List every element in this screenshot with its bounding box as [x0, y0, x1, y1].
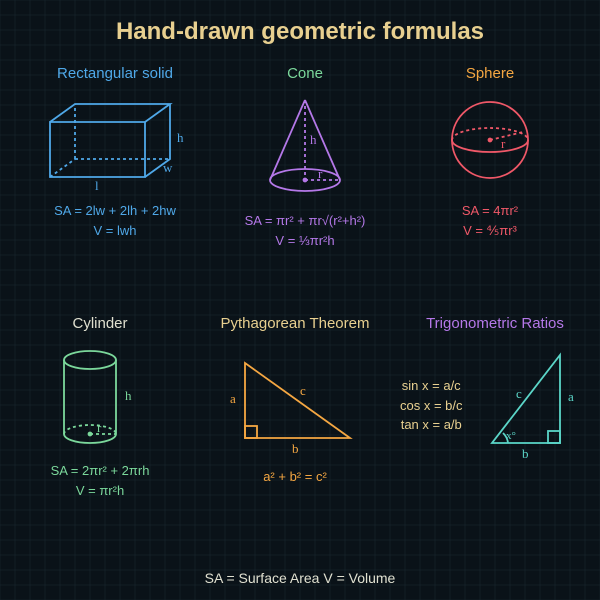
panel-cylinder: Cylinder hr SA = 2πr² + 2πrh V = πr²h — [20, 315, 180, 500]
main-title: Hand-drawn geometric formulas — [0, 18, 600, 46]
trig-formula-sin: sin x = a/c — [400, 376, 463, 396]
sphere-formula-v: V = ⅘πr³ — [405, 221, 575, 241]
svg-text:l: l — [95, 178, 99, 192]
panel-trig: Trigonometric Ratios sin x = a/c cos x =… — [400, 315, 590, 472]
svg-text:b: b — [292, 441, 299, 456]
cone-title: Cone — [225, 65, 385, 82]
trig-diagram: a b c x° — [480, 343, 580, 468]
trig-title: Trigonometric Ratios — [400, 315, 590, 333]
cylinder-diagram: hr — [45, 342, 155, 452]
svg-text:h: h — [177, 130, 184, 145]
cone-formula-sa: SA = πr² + πr√(r²+h²) — [225, 211, 385, 231]
panel-rect: Rectangular solid hw l SA = 2lw + 2lh + 2… — [20, 65, 210, 240]
cone-formula-v: V = ⅓πr²h — [225, 231, 385, 251]
svg-text:c: c — [300, 383, 306, 398]
panel-cone: Cone hr SA = πr² + πr√(r²+h²) V = ⅓πr²h — [225, 65, 385, 250]
legend: SA = Surface Area V = Volume — [0, 570, 600, 586]
svg-text:b: b — [522, 446, 529, 461]
cylinder-title: Cylinder — [20, 315, 180, 332]
svg-text:r: r — [501, 136, 506, 151]
pythag-title: Pythagorean Theorem — [200, 315, 390, 333]
sphere-title: Sphere — [405, 65, 575, 82]
svg-text:a: a — [568, 389, 574, 404]
rect-formula-sa: SA = 2lw + 2lh + 2hw — [20, 201, 210, 221]
rect-diagram: hw l — [35, 92, 195, 192]
svg-text:r: r — [97, 420, 102, 435]
svg-text:w: w — [163, 160, 173, 175]
pythag-formula: a² + b² = c² — [200, 467, 390, 487]
cylinder-formula-v: V = πr²h — [20, 481, 180, 501]
sphere-formula-sa: SA = 4πr² — [405, 201, 575, 221]
svg-text:x°: x° — [506, 430, 516, 442]
sphere-diagram: r — [435, 92, 545, 192]
svg-text:r: r — [318, 166, 323, 181]
svg-text:c: c — [516, 386, 522, 401]
pythag-diagram: a b c — [220, 343, 370, 458]
trig-formula-tan: tan x = a/b — [400, 415, 463, 435]
panel-pythag: Pythagorean Theorem a b c a² + b² = c² — [200, 315, 390, 487]
panel-sphere: Sphere r SA = 4πr² V = ⅘πr³ — [405, 65, 575, 240]
rect-formula-v: V = lwh — [20, 221, 210, 241]
rect-title: Rectangular solid — [20, 65, 210, 82]
svg-text:a: a — [230, 391, 236, 406]
cone-diagram: hr — [250, 92, 360, 202]
trig-formula-cos: cos x = b/c — [400, 396, 463, 416]
svg-text:h: h — [125, 388, 132, 403]
cylinder-formula-sa: SA = 2πr² + 2πrh — [20, 461, 180, 481]
svg-text:h: h — [310, 132, 317, 147]
